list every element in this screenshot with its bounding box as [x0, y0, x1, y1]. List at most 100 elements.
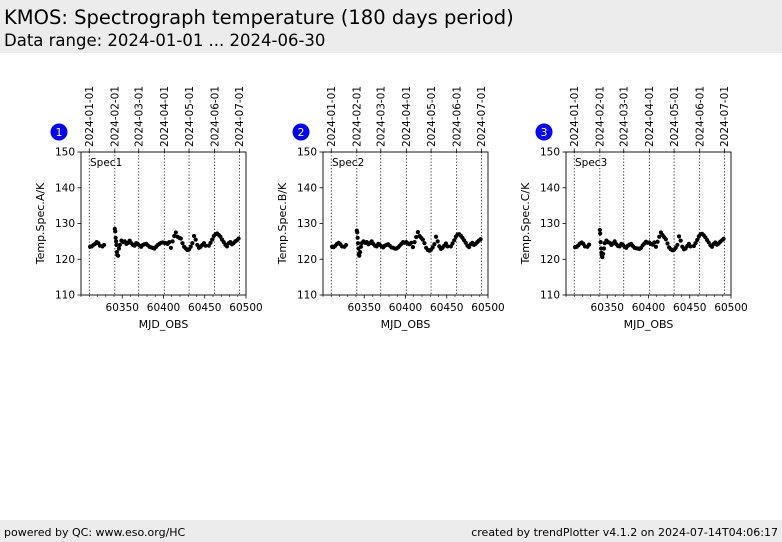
date-tick-label: 2024-06-01: [694, 86, 706, 147]
footer-timestamp: created by trendPlotter v4.1.2 on 2024-0…: [471, 526, 778, 539]
date-tick-label: 2024-06-01: [451, 86, 463, 147]
date-tick-label: 2024-06-01: [209, 86, 221, 147]
data-point: [652, 240, 657, 245]
date-tick-label: 2024-07-01: [719, 86, 731, 147]
data-point: [665, 241, 670, 246]
x-tick-label: 60450: [188, 302, 221, 314]
data-point: [113, 229, 118, 234]
data-point: [415, 229, 420, 235]
y-tick-label: 120: [55, 254, 75, 266]
data-point: [601, 251, 606, 256]
data-point: [721, 236, 726, 241]
data-point: [102, 242, 107, 248]
data-point: [188, 244, 193, 249]
data-point: [190, 241, 195, 246]
y-tick-label: 130: [540, 218, 560, 230]
data-point: [478, 237, 483, 242]
data-point: [357, 253, 362, 258]
y-tick-label: 130: [297, 218, 317, 230]
panel-badge: [292, 123, 310, 141]
data-point: [116, 246, 122, 251]
y-tick-label: 150: [55, 147, 75, 159]
date-tick-label: 2024-07-01: [234, 86, 246, 147]
y-tick-label: 110: [540, 290, 560, 302]
data-point: [236, 236, 241, 241]
data-point: [655, 239, 660, 244]
data-point: [695, 237, 700, 243]
data-point: [430, 245, 435, 250]
chart-panel-3: 2024-01-01 2024-02-01 2024-03-01 2024-04-01…: [519, 86, 748, 331]
data-point: [193, 237, 198, 242]
data-point: [355, 241, 361, 246]
panel-badge-number: 1: [56, 126, 63, 139]
data-point: [432, 242, 437, 247]
date-tick-label: 2024-01-01: [84, 86, 96, 147]
data-point: [224, 244, 230, 249]
data-point: [116, 253, 121, 258]
date-tick-label: 2024-04-01: [401, 86, 413, 147]
x-tick-label: 60450: [673, 302, 706, 314]
chart-panel-2: 2024-01-01 2024-02-01 2024-03-01 2024-04-01…: [276, 86, 505, 331]
data-point: [420, 237, 425, 242]
y-axis-label: Temp.Spec.B/K: [276, 182, 289, 265]
data-point: [450, 241, 455, 246]
date-tick-label: 2024-03-01: [376, 86, 388, 147]
x-axis-label: MJD_OBS: [381, 318, 431, 331]
data-point: [208, 240, 213, 245]
date-tick-label: 2024-05-01: [184, 86, 196, 147]
panel-badge: [50, 123, 68, 141]
date-tick-label: 2024-04-01: [644, 86, 656, 147]
data-point: [600, 255, 605, 260]
y-tick-label: 140: [55, 182, 75, 194]
x-axis-label: MJD_OBS: [139, 318, 189, 331]
y-tick-label: 150: [540, 147, 560, 159]
data-point: [113, 235, 118, 240]
data-point: [172, 233, 177, 239]
date-tick-label: 2024-02-01: [110, 86, 122, 147]
data-point: [210, 237, 215, 242]
data-point: [168, 245, 174, 250]
x-axis-label: MJD_OBS: [624, 318, 674, 331]
series-label: Spec1: [90, 157, 122, 169]
x-tick-label: 60500: [229, 302, 262, 314]
series-label: Spec3: [575, 157, 607, 169]
y-tick-label: 110: [55, 290, 75, 302]
y-tick-label: 150: [297, 147, 317, 159]
data-point: [114, 242, 119, 248]
data-point: [678, 238, 683, 243]
page-footer: powered by QC: www.eso.org/HC created by…: [0, 520, 782, 542]
data-point: [358, 250, 363, 255]
page-title: KMOS: Spectrograph temperature (180 days…: [4, 6, 514, 29]
data-point: [203, 243, 208, 248]
x-tick-label: 60450: [430, 302, 463, 314]
series-label: Spec2: [332, 157, 364, 169]
data-point: [675, 242, 680, 248]
y-tick-label: 130: [55, 218, 75, 230]
data-point: [601, 246, 607, 251]
data-point: [452, 238, 457, 243]
data-point: [409, 240, 414, 245]
y-axis-label: Temp.Spec.A/K: [34, 182, 47, 265]
data-point: [663, 237, 668, 242]
y-tick-label: 140: [297, 182, 317, 194]
chart-panel-1: 2024-01-01 2024-02-01 2024-03-01 2024-04-01…: [34, 86, 263, 331]
data-point: [170, 239, 175, 244]
y-tick-label: 110: [297, 290, 317, 302]
x-tick-label: 60400: [389, 302, 422, 314]
page-subtitle: Data range: 2024-01-01 ... 2024-06-30: [4, 31, 326, 50]
data-point: [657, 234, 662, 239]
data-point: [598, 231, 603, 236]
data-point: [412, 239, 417, 245]
x-tick-label: 60500: [471, 302, 504, 314]
data-point: [598, 239, 603, 245]
data-point: [676, 234, 682, 239]
date-tick-label: 2024-05-01: [426, 86, 438, 147]
panel-badge-number: 3: [541, 126, 548, 139]
date-tick-label: 2024-01-01: [326, 86, 338, 147]
y-tick-label: 120: [540, 254, 560, 266]
data-point: [173, 230, 178, 235]
data-point: [180, 241, 185, 246]
footer-credit: powered by QC: www.eso.org/HC: [4, 526, 186, 539]
date-tick-label: 2024-05-01: [669, 86, 681, 147]
